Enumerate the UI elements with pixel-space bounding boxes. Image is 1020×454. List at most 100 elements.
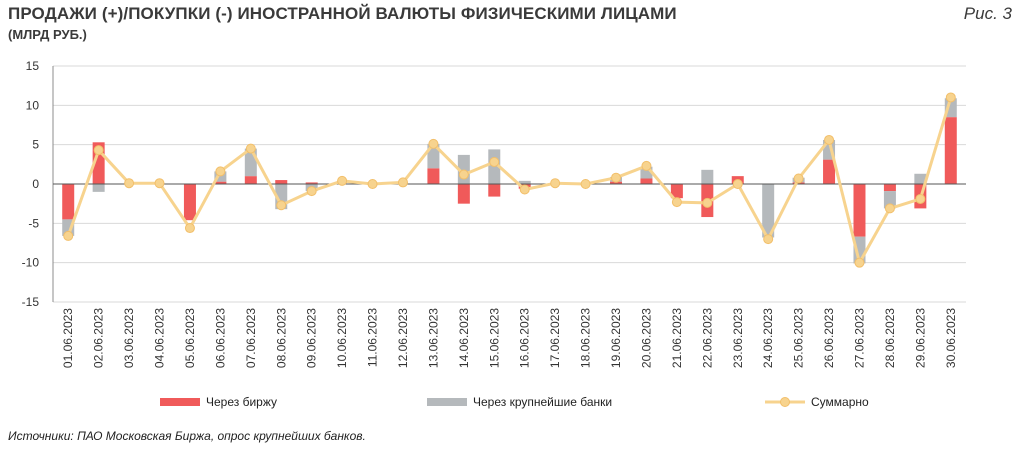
total-point xyxy=(550,178,561,189)
total-point xyxy=(276,200,287,211)
total-point xyxy=(154,178,165,189)
bar-exchange xyxy=(640,178,653,184)
legend-swatch-exchange xyxy=(160,398,200,406)
x-tick-label: 27.06.2023 xyxy=(852,308,866,368)
total-point xyxy=(458,169,469,180)
bar-banks xyxy=(883,191,896,209)
total-point xyxy=(215,166,226,177)
total-point xyxy=(945,92,956,103)
total-point xyxy=(245,143,256,154)
bar-exchange xyxy=(944,117,957,184)
x-tick-label: 11.06.2023 xyxy=(366,308,380,367)
x-tick-label: 04.06.2023 xyxy=(153,308,167,368)
figure-label: Рис. 3 xyxy=(963,4,1012,23)
y-tick-label: 15 xyxy=(26,59,40,73)
total-point xyxy=(641,160,652,171)
total-point xyxy=(367,179,378,189)
x-tick-label: 25.06.2023 xyxy=(792,308,806,368)
total-point xyxy=(489,156,500,167)
bar-banks xyxy=(518,180,531,184)
x-tick-label: 06.06.2023 xyxy=(213,308,227,368)
x-tick-label: 16.06.2023 xyxy=(518,308,532,368)
y-tick-label: 0 xyxy=(32,177,39,191)
x-tick-label: 13.06.2023 xyxy=(426,308,440,368)
legend-label-banks: Через крупнейшие банки xyxy=(473,395,612,409)
total-point xyxy=(763,234,774,245)
bar-exchange xyxy=(183,184,196,221)
total-point xyxy=(306,186,317,197)
x-tick-label: 24.06.2023 xyxy=(761,308,775,368)
total-point xyxy=(702,197,713,208)
y-tick-label: -15 xyxy=(22,295,40,309)
x-tick-label: 01.06.2023 xyxy=(61,308,75,368)
legend-marker-total xyxy=(780,397,790,407)
legend-label-exchange: Через биржу xyxy=(206,395,277,409)
bar-banks xyxy=(762,184,775,238)
x-tick-label: 10.06.2023 xyxy=(335,308,349,368)
total-point xyxy=(428,138,439,149)
bar-exchange xyxy=(62,184,75,220)
total-point xyxy=(884,203,895,214)
legend-swatch-banks xyxy=(427,398,467,406)
x-tick-label: 09.06.2023 xyxy=(305,308,319,368)
total-line xyxy=(66,97,953,265)
bar-exchange xyxy=(670,184,683,199)
x-tick-label: 20.06.2023 xyxy=(639,308,653,368)
total-point xyxy=(611,172,622,183)
bar-exchange xyxy=(823,159,836,184)
x-tick-label: 08.06.2023 xyxy=(274,308,288,368)
x-tick-label: 03.06.2023 xyxy=(122,308,136,368)
total-point xyxy=(337,175,348,186)
bar-banks xyxy=(701,169,714,184)
x-tick-label: 14.06.2023 xyxy=(457,308,471,368)
bar-exchange xyxy=(427,168,440,184)
bar-exchange xyxy=(883,184,896,192)
total-point xyxy=(63,230,74,241)
total-point xyxy=(184,223,195,234)
total-point xyxy=(93,145,104,156)
total-point xyxy=(519,184,530,195)
bar-banks xyxy=(914,173,927,184)
total-point xyxy=(793,173,804,184)
x-tick-label: 15.06.2023 xyxy=(487,308,501,368)
chart-subtitle: (МЛРД РУБ.) xyxy=(8,27,87,42)
x-tick-label: 17.06.2023 xyxy=(548,308,562,368)
bar-exchange xyxy=(305,182,318,184)
source-note: Источники: ПАО Московская Биржа, опрос к… xyxy=(8,429,366,443)
x-tick-label: 29.06.2023 xyxy=(913,308,927,368)
total-point xyxy=(397,177,408,188)
bar-banks xyxy=(244,148,257,177)
total-point xyxy=(580,179,591,189)
total-point xyxy=(671,197,682,208)
bar-exchange xyxy=(853,184,866,237)
x-tick-label: 07.06.2023 xyxy=(244,308,258,368)
x-tick-label: 22.06.2023 xyxy=(700,308,714,368)
x-tick-label: 26.06.2023 xyxy=(822,308,836,368)
bar-banks xyxy=(640,166,653,179)
bar-exchange xyxy=(457,184,470,204)
y-tick-label: 5 xyxy=(32,138,39,152)
x-tick-label: 23.06.2023 xyxy=(731,308,745,368)
x-tick-label: 02.06.2023 xyxy=(92,308,106,368)
y-tick-label: -10 xyxy=(22,256,40,270)
bar-exchange xyxy=(275,180,288,184)
bar-exchange xyxy=(244,176,257,184)
x-tick-label: 30.06.2023 xyxy=(944,308,958,368)
x-tick-label: 21.06.2023 xyxy=(670,308,684,368)
total-point xyxy=(824,134,835,145)
chart-title: ПРОДАЖИ (+)/ПОКУПКИ (-) ИНОСТРАННОЙ ВАЛЮ… xyxy=(8,4,677,23)
bar-exchange xyxy=(214,181,227,184)
total-point xyxy=(124,178,135,189)
bar-exchange xyxy=(610,181,623,184)
total-point xyxy=(732,179,743,189)
x-tick-label: 19.06.2023 xyxy=(609,308,623,368)
x-tick-label: 05.06.2023 xyxy=(183,308,197,368)
y-tick-label: -5 xyxy=(28,216,39,230)
total-point xyxy=(854,257,865,268)
total-point xyxy=(915,193,926,204)
bar-banks xyxy=(92,184,105,192)
y-tick-label: 10 xyxy=(26,98,40,112)
legend-label-total: Суммарно xyxy=(811,395,869,409)
x-tick-label: 28.06.2023 xyxy=(883,308,897,368)
